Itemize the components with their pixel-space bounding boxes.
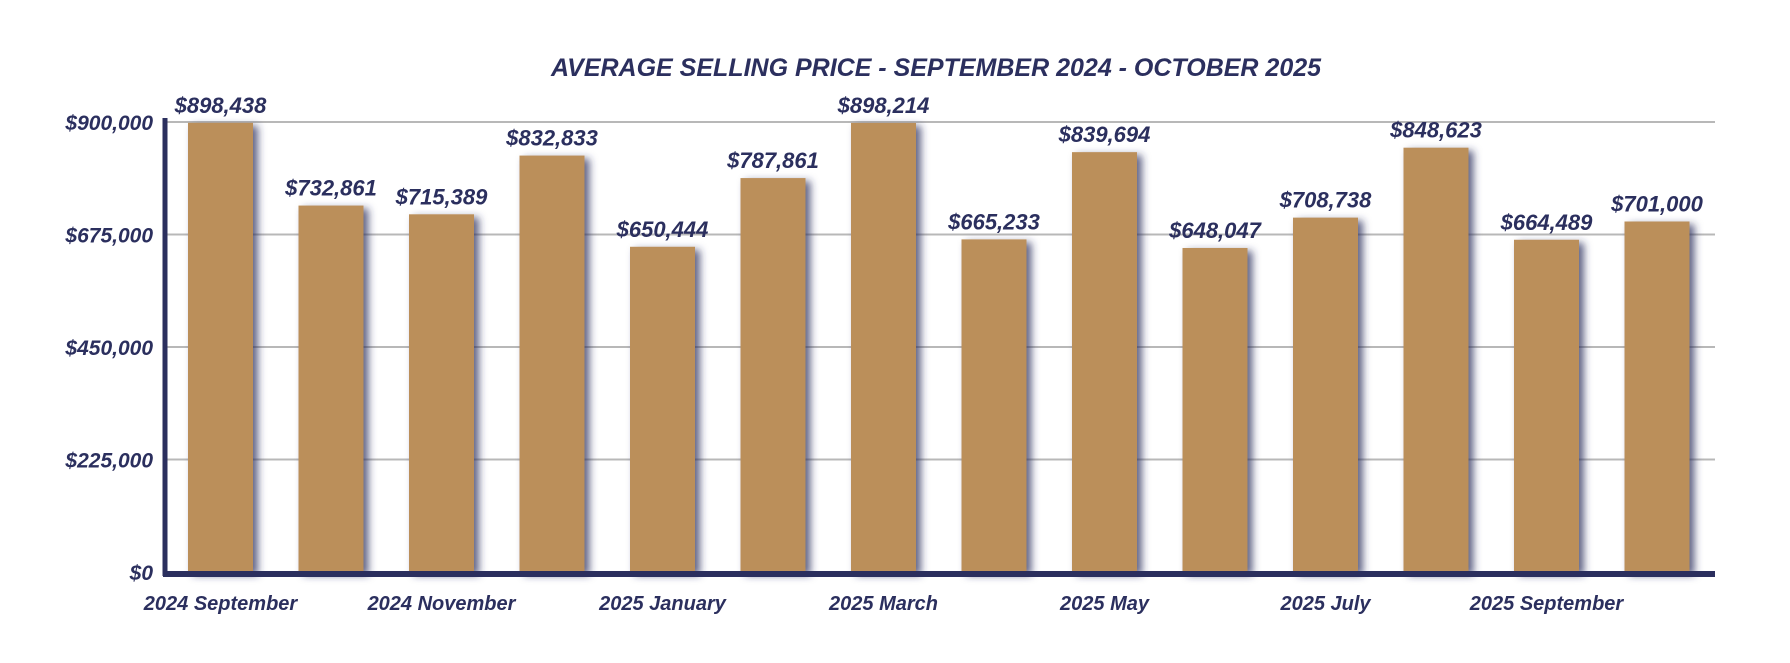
- data-label: $664,489: [1500, 210, 1594, 235]
- y-tick-label: $450,000: [64, 337, 153, 360]
- bar: [1072, 152, 1137, 572]
- bar: [961, 239, 1027, 573]
- data-label: $665,233: [947, 209, 1040, 234]
- bar: [740, 178, 806, 572]
- data-label: $708,738: [1279, 188, 1373, 213]
- x-tick-label: 2025 July: [1279, 593, 1371, 615]
- x-tick-label: 2025 May: [1059, 593, 1150, 615]
- bar: [298, 205, 364, 572]
- data-label: $848,623: [1389, 118, 1482, 143]
- x-tick-label: 2025 September: [1469, 593, 1625, 615]
- x-tick-label: 2025 March: [828, 593, 938, 615]
- y-tick-label: $675,000: [64, 225, 153, 248]
- bar: [1624, 221, 1690, 572]
- y-tick-label: $225,000: [64, 450, 153, 473]
- data-label: $701,000: [1610, 192, 1704, 217]
- data-label: $832,833: [505, 126, 598, 151]
- bar: [409, 214, 474, 573]
- chart-title: AVERAGE SELLING PRICE - SEPTEMBER 2024 -…: [550, 54, 1322, 82]
- data-label: $732,861: [284, 176, 377, 201]
- data-label: $898,438: [174, 93, 268, 118]
- bar: [1403, 147, 1469, 572]
- x-tick-label: 2024 November: [367, 593, 517, 615]
- bar: [519, 155, 585, 572]
- x-tick-label: 2025 January: [598, 593, 727, 615]
- bar: [630, 246, 695, 572]
- x-tick-label: 2024 September: [143, 593, 299, 615]
- data-label: $648,047: [1168, 218, 1263, 243]
- bar: [1514, 239, 1579, 572]
- bar: [851, 122, 916, 572]
- y-tick-label: $900,000: [64, 112, 153, 135]
- data-label: $839,694: [1058, 122, 1151, 147]
- bar: [1293, 217, 1358, 573]
- data-label: $787,861: [726, 148, 819, 173]
- bar: [188, 122, 253, 572]
- data-label: $898,214: [837, 93, 930, 118]
- y-tick-label: $0: [129, 562, 154, 585]
- data-label: $650,444: [616, 217, 709, 242]
- data-label: $715,389: [395, 184, 489, 209]
- bar: [1182, 247, 1248, 572]
